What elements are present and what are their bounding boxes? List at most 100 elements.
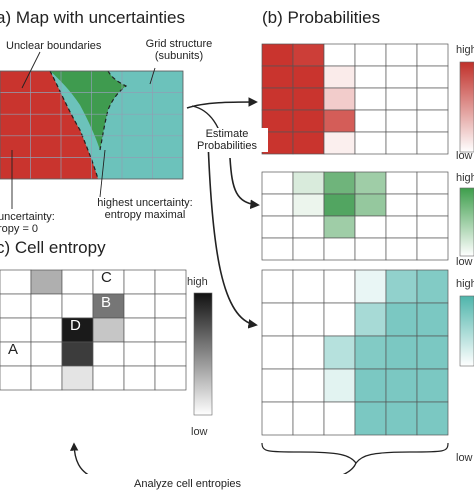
green-probability-cell	[261, 215, 294, 239]
teal-probability-cell	[385, 368, 418, 403]
red-probability-cell	[323, 65, 356, 89]
entropy-cell	[30, 365, 63, 391]
red-region	[0, 71, 98, 179]
entropy-cell	[0, 365, 32, 391]
cell-label-b: B	[101, 294, 112, 311]
colorbar-green-high: high	[456, 172, 474, 184]
teal-probability-cell	[354, 401, 387, 436]
panel-c-title: c) Cell entropy	[0, 238, 106, 257]
boundary-dashed	[49, 71, 99, 179]
teal-probability-cell	[385, 302, 418, 337]
red-probability-cell	[292, 131, 325, 155]
teal-probability-cell	[385, 269, 418, 304]
teal-probability-cell	[416, 401, 449, 436]
red-probability-cell	[261, 65, 294, 89]
teal-probability-cell	[323, 302, 356, 337]
diagram-canvas	[0, 43, 474, 474]
green-probability-cell	[416, 193, 449, 217]
red-probability-cell	[416, 65, 449, 89]
arrow-to-teal	[207, 139, 258, 329]
entropy-cell	[92, 341, 125, 367]
colorbar-teal-low: low	[456, 452, 473, 464]
red-probability-cell	[354, 65, 387, 89]
teal-probability-cell	[385, 401, 418, 436]
red-probability-cell	[416, 43, 449, 67]
red-probability-cell	[323, 43, 356, 67]
entropy-cell	[123, 365, 156, 391]
probability-grid-teal	[261, 269, 449, 436]
teal-probability-cell	[323, 401, 356, 436]
green-probability-cell	[323, 237, 356, 261]
red-probability-cell	[292, 65, 325, 89]
teal-probability-cell	[416, 302, 449, 337]
red-probability-cell	[385, 87, 418, 111]
green-probability-cell	[416, 215, 449, 239]
teal-probability-cell	[292, 302, 325, 337]
teal-probability-cell	[323, 335, 356, 370]
entropy-cell	[154, 293, 187, 319]
entropy-cell	[30, 269, 63, 295]
green-probability-cell	[385, 215, 418, 239]
arrow-analyze	[70, 442, 357, 474]
entropy-cell	[92, 317, 125, 343]
green-probability-cell	[385, 193, 418, 217]
highest-uncertainty-label: highest uncertainty: entropy maximal	[97, 197, 193, 221]
red-probability-cell	[323, 131, 356, 155]
entropy-cell	[30, 293, 63, 319]
teal-probability-cell	[354, 335, 387, 370]
red-probability-cell	[323, 109, 356, 133]
entropy-cell	[123, 269, 156, 295]
estimate-probabilities-label: Estimate Probabilities	[186, 128, 268, 152]
entropy-cell	[61, 365, 94, 391]
panel-a-title: a) Map with uncertainties	[0, 8, 185, 27]
green-probability-cell	[354, 215, 387, 239]
teal-probability-cell	[416, 269, 449, 304]
teal-probability-cell	[261, 335, 294, 370]
panel-b-title: (b) Probabilities	[262, 8, 381, 27]
entropy-cell	[0, 317, 32, 343]
entropy-cell	[154, 317, 187, 343]
green-probability-cell	[292, 237, 325, 261]
red-probability-cell	[354, 131, 387, 155]
colorbar-green-low: low	[456, 256, 473, 268]
colorbar-red-low: low	[456, 150, 473, 162]
teal-probability-cell	[292, 269, 325, 304]
teal-probability-cell	[416, 335, 449, 370]
entropy-cell	[154, 341, 187, 367]
green-region	[50, 71, 126, 150]
green-probability-cell	[323, 215, 356, 239]
arrow-to-green	[229, 157, 260, 210]
red-probability-cell	[261, 87, 294, 111]
entropy-cell	[92, 269, 125, 295]
red-probability-cell	[416, 109, 449, 133]
entropy-cell	[61, 293, 94, 319]
teal-probability-cell	[292, 368, 325, 403]
red-probability-cell	[385, 65, 418, 89]
teal-probability-cell	[385, 335, 418, 370]
red-probability-cell	[416, 87, 449, 111]
green-probability-cell	[385, 237, 418, 261]
green-probability-cell	[261, 171, 294, 195]
red-probability-cell	[354, 43, 387, 67]
teal-probability-cell	[292, 401, 325, 436]
teal-probability-cell	[354, 269, 387, 304]
red-probability-cell	[385, 109, 418, 133]
red-probability-cell	[385, 131, 418, 155]
entropy-cell	[154, 269, 187, 295]
probability-grid-green	[261, 171, 449, 261]
teal-probability-cell	[261, 368, 294, 403]
green-probability-cell	[292, 215, 325, 239]
entropy-cell	[0, 341, 32, 367]
colorbar-red	[459, 61, 474, 153]
brace	[261, 442, 449, 464]
colorbar-entropy-low: low	[191, 426, 208, 438]
green-probability-cell	[354, 171, 387, 195]
probability-grid-red	[261, 43, 449, 155]
entropy-cell	[0, 269, 32, 295]
green-probability-cell	[323, 171, 356, 195]
red-probability-cell	[292, 43, 325, 67]
red-probability-cell	[354, 87, 387, 111]
analyze-label: Analyze cell entropies	[134, 478, 242, 490]
teal-probability-cell	[261, 401, 294, 436]
red-probability-cell	[385, 43, 418, 67]
